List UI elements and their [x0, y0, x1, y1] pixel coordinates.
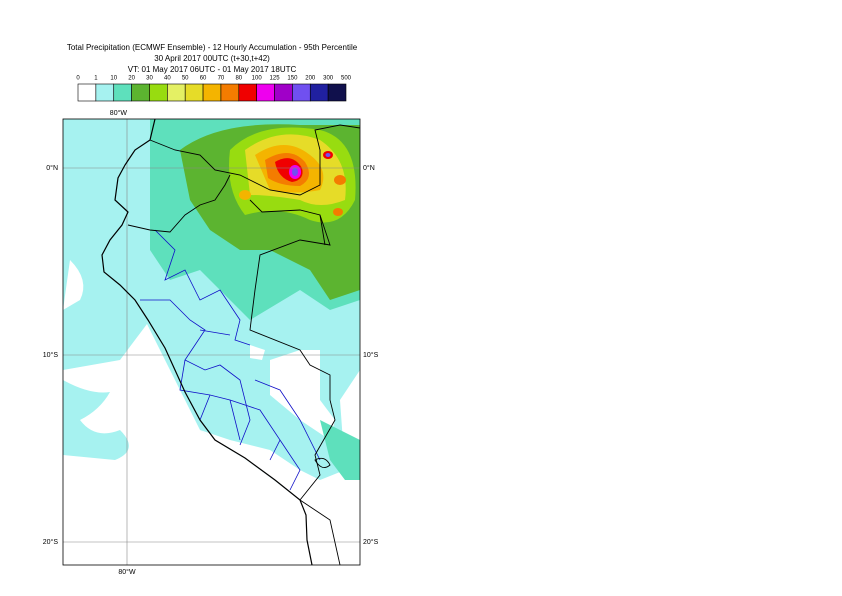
legend-label: 80 [235, 76, 242, 82]
lat-label: 0°N [363, 164, 375, 172]
coastline [101, 119, 313, 565]
legend-label: 200 [305, 76, 316, 82]
lat-label: 10°S [363, 351, 379, 359]
region-boundary [140, 229, 321, 491]
legend-label: 30 [146, 76, 153, 82]
legend-swatch [95, 83, 115, 102]
legend-label: 100 [252, 76, 263, 82]
country-border [127, 174, 231, 233]
dry-area [250, 345, 265, 360]
legend-label: 125 [270, 76, 281, 82]
country-border [249, 199, 336, 501]
legend-swatch [256, 83, 275, 102]
lat-label: 10°S [43, 351, 59, 359]
legend-swatch [292, 83, 311, 102]
legend-swatch [149, 83, 168, 102]
legend-label: 60 [200, 76, 207, 82]
lat-label: 20°S [363, 538, 379, 546]
legend-swatch [184, 83, 204, 102]
map [63, 119, 360, 565]
legend-swatch [274, 83, 293, 102]
precip-area [334, 175, 346, 185]
lon-label: 80°W [110, 109, 128, 117]
precip-area [333, 208, 343, 216]
legend-label: 20 [128, 76, 135, 82]
title-line: 30 April 2017 00UTC (t+30,t+42) [154, 54, 270, 63]
legend-label: 50 [182, 76, 189, 82]
legend-swatch [167, 83, 186, 102]
legend-label: 0 [76, 76, 80, 82]
precip-area [325, 153, 331, 157]
dry-area [63, 260, 84, 310]
legend: 0 1 10 20 30 40 50 60 70 80 100 125 150 200 300 500 [76, 76, 352, 102]
legend-label: 300 [323, 76, 334, 82]
lat-label: 20°S [43, 538, 59, 546]
legend-swatch [327, 83, 347, 102]
precip-area [292, 168, 298, 176]
lat-label: 0°N [46, 164, 58, 172]
legend-swatch [220, 83, 240, 102]
legend-label: 40 [164, 76, 171, 82]
legend-swatch [309, 83, 329, 102]
precip-area [320, 420, 360, 480]
dry-area [200, 430, 360, 565]
precip-area [239, 190, 251, 200]
legend-swatch [131, 83, 150, 102]
legend-swatch [113, 83, 132, 102]
title-line: Total Precipitation (ECMWF Ensemble) - 1… [67, 43, 358, 52]
legend-label: 10 [110, 76, 117, 82]
title-line: VT: 01 May 2017 06UTC - 01 May 2017 18UT… [128, 65, 297, 74]
map-frame [62, 118, 361, 566]
lake [314, 457, 331, 469]
legend-swatch [202, 83, 222, 102]
country-border [299, 214, 341, 565]
legend-label: 500 [341, 76, 352, 82]
legend-swatch [77, 83, 97, 102]
legend-label: 150 [287, 76, 298, 82]
legend-swatch [238, 83, 257, 102]
legend-label: 70 [218, 76, 225, 82]
country-border [149, 124, 360, 196]
lon-label: 80°W [118, 568, 136, 576]
dry-area [270, 350, 335, 440]
precip-area [63, 380, 129, 460]
legend-label: 1 [94, 76, 98, 82]
